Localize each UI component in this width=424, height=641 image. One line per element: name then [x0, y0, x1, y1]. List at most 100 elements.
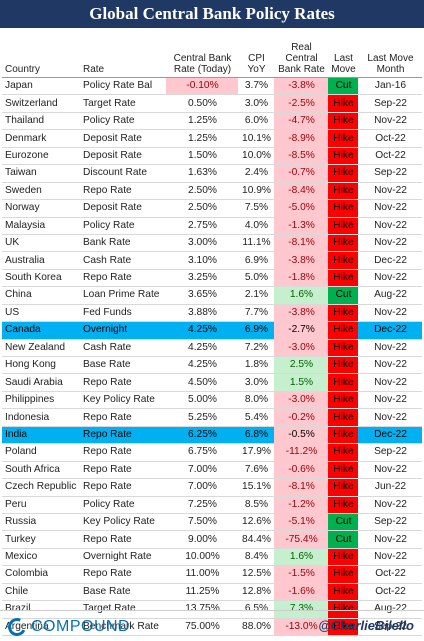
cell-rate-name: Overnight Rate [80, 548, 166, 567]
cell-last-move-month: Nov-22 [358, 373, 422, 392]
table-row: Turkey Repo Rate 9.00% 84.4% -75.4% Cut Nov-22 [2, 530, 422, 549]
header-cb-rate: Central Bank Rate (Today) [166, 31, 238, 78]
cell-rate-name: Base Rate [80, 356, 166, 375]
cell-cpi: 7.7% [238, 304, 274, 323]
cell-cb-rate: 13.75% [166, 600, 238, 619]
header-row: Country Rate Central Bank Rate (Today) C… [2, 31, 422, 78]
table-row: Denmark Deposit Rate 1.25% 10.1% -8.9% Hike Oc… [2, 129, 422, 148]
cell-last-move: Hike [328, 304, 358, 323]
cell-rate-name: Repo Rate [80, 443, 166, 462]
cell-cpi: 3.0% [238, 94, 274, 113]
cell-cb-rate: 9.00% [166, 530, 238, 549]
cell-rate-name: Fed Funds [80, 304, 166, 323]
cell-cpi: 10.0% [238, 147, 274, 166]
cell-cb-rate: 0.50% [166, 94, 238, 113]
table-row: Eurozone Deposit Rate 1.50% 10.0% -8.5% Hike O… [2, 147, 422, 166]
cell-real-rate: -0.2% [274, 408, 328, 427]
cell-last-move: Hike [328, 548, 358, 567]
rates-table-body: Japan Policy Rate Bal -0.10% 3.7% -3.8% Cut Ja… [2, 77, 422, 637]
cell-real-rate: -8.5% [274, 147, 328, 166]
table-row: Czech Republic Repo Rate 7.00% 15.1% -8.1% Hi… [2, 478, 422, 497]
cell-real-rate: -1.6% [274, 583, 328, 602]
cell-cpi: 12.5% [238, 565, 274, 584]
cell-last-move: Hike [328, 269, 358, 288]
cell-cpi: 12.6% [238, 513, 274, 532]
cell-last-move: Cut [328, 513, 358, 532]
cell-cpi: 7.6% [238, 461, 274, 480]
cell-last-move-month: Dec-22 [358, 321, 422, 340]
cell-cpi: 6.9% [238, 321, 274, 340]
cell-rate-name: Overnight [80, 321, 166, 340]
cell-cb-rate: 1.25% [166, 112, 238, 131]
table-row: Switzerland Target Rate 0.50% 3.0% -2.5% Hike… [2, 94, 422, 113]
cell-cpi: 6.0% [238, 112, 274, 131]
cell-cpi: 8.4% [238, 548, 274, 567]
cell-last-move: Hike [328, 234, 358, 253]
cell-last-move: Cut [328, 77, 358, 96]
cell-last-move: Hike [328, 94, 358, 113]
cell-country: India [2, 426, 80, 445]
cell-last-move: Hike [328, 164, 358, 183]
table-row: Russia Key Policy Rate 7.50% 12.6% -5.1% Cut S… [2, 513, 422, 532]
cell-cb-rate: 4.25% [166, 339, 238, 358]
cell-real-rate: -3.0% [274, 339, 328, 358]
cell-rate-name: Target Rate [80, 94, 166, 113]
cell-real-rate: 1.6% [274, 548, 328, 567]
cell-last-move-month: Oct-22 [358, 565, 422, 584]
cell-last-move: Hike [328, 217, 358, 235]
cell-last-move: Hike [328, 339, 358, 358]
header-cpi: CPI YoY [238, 31, 274, 78]
cell-rate-name: Repo Rate [80, 269, 166, 288]
table-row: China Loan Prime Rate 3.65% 2.1% 1.6% Cut Aug-… [2, 286, 422, 305]
cell-cpi: 4.0% [238, 217, 274, 235]
cell-cpi: 3.7% [238, 77, 274, 96]
cell-real-rate: -8.1% [274, 234, 328, 253]
cell-last-move: Hike [328, 391, 358, 410]
cell-last-move-month: Dec-22 [358, 251, 422, 270]
cell-real-rate: -1.5% [274, 565, 328, 584]
cell-last-move-month: Nov-22 [358, 234, 422, 253]
cell-cb-rate: 3.10% [166, 251, 238, 270]
table-row: Mexico Overnight Rate 10.00% 8.4% 1.6% Hike No… [2, 548, 422, 567]
cell-country: Brazil [2, 600, 80, 619]
cell-cb-rate: 10.00% [166, 548, 238, 567]
cell-country: Peru [2, 496, 80, 514]
cell-rate-name: Deposit Rate [80, 147, 166, 166]
table-row: UK Bank Rate 3.00% 11.1% -8.1% Hike Nov-22 [2, 234, 422, 253]
cell-rate-name: Deposit Rate [80, 129, 166, 148]
table-row: Saudi Arabia Repo Rate 4.50% 3.0% 1.5% Hike No… [2, 373, 422, 392]
cell-cb-rate: 7.00% [166, 461, 238, 480]
cell-cb-rate: 5.00% [166, 391, 238, 410]
cell-last-move-month: Sep-22 [358, 94, 422, 113]
cell-last-move-month: Sep-22 [358, 618, 422, 637]
cell-last-move: Cut [328, 286, 358, 305]
cell-real-rate: -3.8% [274, 304, 328, 323]
cell-last-move-month: Nov-22 [358, 496, 422, 514]
cell-cpi: 12.8% [238, 583, 274, 602]
cell-cb-rate: 3.88% [166, 304, 238, 323]
header-last-move-month: Last Move Month [358, 31, 422, 78]
cell-cpi: 10.9% [238, 182, 274, 201]
table-row: Malaysia Policy Rate 2.75% 4.0% -1.3% Hike Nov… [2, 217, 422, 235]
cell-country: Thailand [2, 112, 80, 131]
cell-country: Norway [2, 199, 80, 218]
compound-logo: COMPOUND [5, 615, 130, 639]
cell-country: Japan [2, 77, 80, 96]
cell-cpi: 84.4% [238, 530, 274, 549]
footer: COMPOUND @CharlieBilello [0, 610, 424, 641]
cell-real-rate: -1.3% [274, 217, 328, 235]
cell-last-move: Hike [328, 461, 358, 480]
cell-real-rate: -75.4% [274, 530, 328, 549]
cell-last-move: Hike [328, 426, 358, 445]
cell-cb-rate: 2.50% [166, 199, 238, 218]
cell-real-rate: -5.1% [274, 513, 328, 532]
cell-cb-rate: 1.50% [166, 147, 238, 166]
cell-last-move: Hike [328, 321, 358, 340]
table-row: Philippines Key Policy Rate 5.00% 8.0% -3.0%… [2, 391, 422, 410]
cell-country: South Korea [2, 269, 80, 288]
cell-cpi: 8.5% [238, 496, 274, 514]
cell-country: Poland [2, 443, 80, 462]
table-row: Brazil Target Rate 13.75% 6.5% 7.3% Hike Aug-2… [2, 600, 422, 619]
cell-cpi: 11.1% [238, 234, 274, 253]
cell-cb-rate: -0.10% [166, 77, 238, 96]
